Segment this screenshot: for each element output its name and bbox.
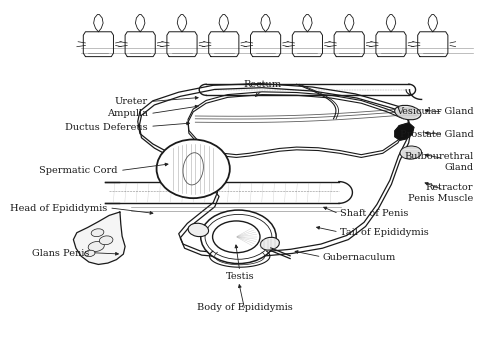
Ellipse shape <box>99 236 113 245</box>
Ellipse shape <box>91 229 104 237</box>
Ellipse shape <box>88 242 104 252</box>
Text: Prostate Gland: Prostate Gland <box>399 130 473 139</box>
Ellipse shape <box>201 210 276 263</box>
Ellipse shape <box>84 250 95 256</box>
Text: Penis Muscle: Penis Muscle <box>408 194 473 203</box>
Text: Gland: Gland <box>444 163 473 172</box>
Ellipse shape <box>400 146 422 159</box>
Text: Gubernaculum: Gubernaculum <box>322 253 396 262</box>
Text: Glans Penis: Glans Penis <box>33 249 90 258</box>
Text: Ampulla: Ampulla <box>107 109 148 118</box>
Text: Retractor: Retractor <box>426 183 473 192</box>
Circle shape <box>157 140 230 198</box>
Polygon shape <box>395 123 414 140</box>
Ellipse shape <box>261 237 279 250</box>
Text: Bulbourethral: Bulbourethral <box>404 152 473 161</box>
Text: Rectum: Rectum <box>243 80 281 89</box>
Text: Ureter: Ureter <box>115 97 148 106</box>
Ellipse shape <box>188 223 208 237</box>
Ellipse shape <box>395 105 421 120</box>
Text: Head of Epididymis: Head of Epididymis <box>10 204 107 213</box>
Text: Shaft of Penis: Shaft of Penis <box>340 209 408 218</box>
Text: Ductus Defereus: Ductus Defereus <box>65 123 148 132</box>
Text: Spermatic Cord: Spermatic Cord <box>39 166 118 175</box>
Polygon shape <box>73 212 125 264</box>
Text: Vesicular Gland: Vesicular Gland <box>396 108 473 116</box>
Ellipse shape <box>213 221 260 253</box>
Text: Body of Epididymis: Body of Epididymis <box>197 303 293 312</box>
Ellipse shape <box>205 214 272 259</box>
Text: Testis: Testis <box>226 272 254 282</box>
Text: Tail of Epididymis: Tail of Epididymis <box>340 228 428 237</box>
